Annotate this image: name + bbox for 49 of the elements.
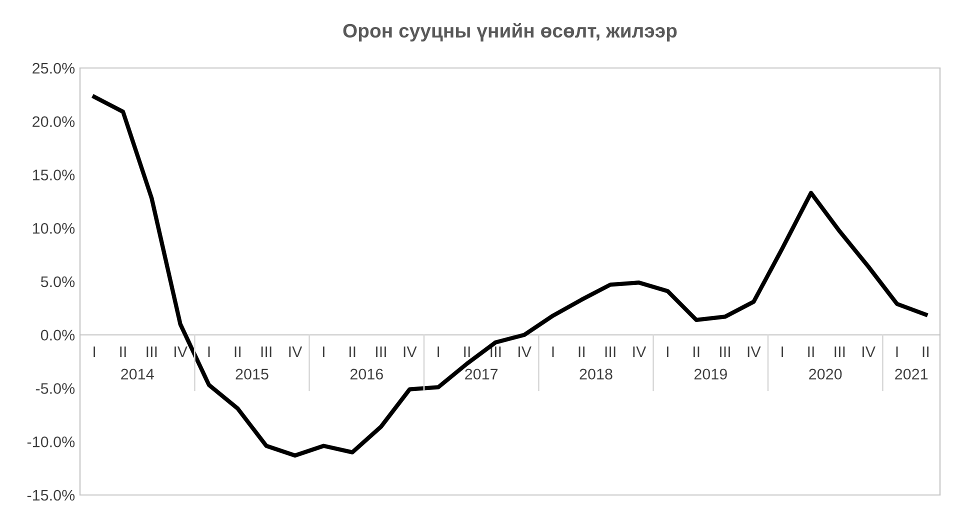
annotation: 2017: [465, 368, 498, 380]
y-tick-label: 15.0%: [32, 170, 75, 180]
x-tick-label: III: [490, 346, 501, 358]
y-tick-label: 0.0%: [40, 330, 75, 341]
x-tick-label: III: [261, 346, 272, 358]
x-tick-label: II: [922, 346, 929, 358]
annotation: 2016: [350, 368, 383, 380]
x-tick-label: I: [438, 346, 440, 358]
x-tick-label: II: [808, 346, 814, 358]
x-tick-label: III: [605, 346, 616, 358]
y-tick-label: 10.0%: [32, 222, 75, 234]
x-tick-label: III: [146, 346, 157, 358]
x-tick-label: III: [720, 346, 730, 358]
x-tick-label: I: [666, 346, 668, 358]
annotation: 2021: [895, 368, 928, 380]
x-tick-label: II: [350, 346, 356, 358]
x-tick-label: III: [834, 346, 845, 358]
x-tick-label: I: [896, 346, 898, 358]
x-tick-label: I: [782, 346, 784, 358]
y-tick-label: 25.0%: [32, 62, 75, 74]
annotation: 2014: [121, 368, 154, 380]
x-tick-label: II: [234, 346, 241, 358]
x-tick-label: IV: [174, 346, 188, 358]
y-tick-label: -5.0%: [36, 383, 75, 394]
y-tick-label: -15.0%: [27, 490, 75, 501]
y-tick-label: 20.0%: [32, 116, 75, 128]
y-tick-label: -10.0%: [27, 436, 75, 448]
x-tick-label: IV: [862, 346, 876, 358]
x-tick-label: I: [208, 346, 210, 358]
x-tick-label: I: [552, 346, 554, 358]
x-tick-label: II: [464, 346, 470, 358]
x-tick-label: IV: [518, 346, 532, 358]
x-tick-label: IV: [748, 346, 761, 358]
chart-title: Орон сууцны үнийн өсөлт, жилээр: [343, 22, 677, 42]
x-tick-label: I: [94, 346, 96, 358]
x-tick-label: II: [694, 346, 700, 358]
x-tick-label: IV: [289, 346, 302, 358]
line-series: [92, 94, 928, 458]
annotation: 2015: [236, 368, 268, 380]
x-tick-label: II: [120, 346, 126, 358]
x-tick-label: II: [578, 346, 585, 358]
x-tick-label: I: [322, 346, 324, 358]
x-tick-label: III: [376, 346, 386, 358]
x-tick-label: IV: [633, 346, 646, 358]
x-tick-label: IV: [404, 346, 417, 358]
y-tick-label: 5.0%: [40, 276, 75, 288]
annotation: 2018: [580, 368, 612, 380]
annotation: 2019: [694, 368, 727, 380]
annotation: 2020: [809, 368, 842, 380]
